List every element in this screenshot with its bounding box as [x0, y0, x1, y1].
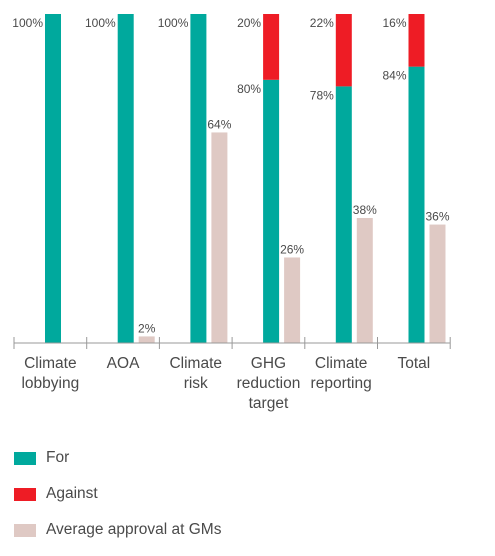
legend-swatch-average-approval	[14, 523, 36, 537]
x-tick-label-ghg-reduction-target-0: GHG	[251, 355, 286, 372]
x-tick-label-ghg-reduction-target-1: reduction	[237, 375, 301, 392]
legend-item-against: Against	[14, 484, 221, 504]
data-label-average-climate-risk: 64%	[207, 117, 231, 131]
data-label-for-total: 84%	[382, 69, 406, 83]
x-tick-label-climate-reporting-1: reporting	[311, 375, 372, 392]
bar-for-climate-reporting	[335, 86, 352, 343]
data-labels-layer: 100% 2% 100% 64% 100% 26% 80% 20% 38% 78% 22% 36% 84…	[12, 16, 450, 335]
x-tick-label-climate-lobbying-0: Climate	[24, 355, 77, 372]
legend-swatch-for	[14, 451, 36, 465]
x-tick-label-total-0: Total	[397, 355, 430, 372]
data-label-for-climate-lobbying: 100%	[12, 16, 43, 30]
legend-item-average-approval: Average approval at GMs	[14, 520, 221, 540]
bar-average-ghg-reduction-target	[284, 257, 301, 343]
data-label-for-ghg-reduction-target: 80%	[237, 82, 261, 96]
legend-label-for: For	[46, 449, 70, 466]
legend: For Against Average approval at GMs	[14, 448, 221, 556]
bar-average-total	[429, 224, 446, 343]
data-label-against-climate-reporting: 22%	[310, 16, 334, 30]
bar-for-ghg-reduction-target	[263, 79, 280, 344]
data-label-average-aoa: 2%	[138, 321, 156, 335]
bar-against-climate-reporting	[335, 14, 352, 87]
x-tick-label-climate-risk-1: risk	[184, 375, 208, 392]
bar-for-aoa	[117, 14, 134, 343]
bars-layer	[45, 14, 446, 344]
bar-against-ghg-reduction-target	[263, 14, 280, 80]
legend-label-average-approval: Average approval at GMs	[46, 521, 222, 538]
legend-swatch-against	[14, 487, 36, 501]
legend-item-for: For	[14, 448, 221, 468]
bar-for-total	[408, 66, 425, 343]
bar-against-total	[408, 14, 425, 67]
x-tick-label-climate-reporting-0: Climate	[315, 355, 368, 372]
x-tick-label-aoa-0: AOA	[107, 355, 140, 372]
bar-for-climate-risk	[190, 14, 207, 343]
bar-average-aoa	[138, 336, 155, 343]
legend-label-against: Against	[46, 485, 98, 502]
data-label-average-total: 36%	[425, 210, 449, 224]
x-tick-label-climate-lobbying-1: lobbying	[21, 375, 79, 392]
x-tick-label-climate-risk-0: Climate	[169, 355, 222, 372]
data-label-for-climate-reporting: 78%	[310, 88, 334, 102]
x-tick-label-ghg-reduction-target-2: target	[249, 395, 289, 412]
data-label-against-total: 16%	[382, 16, 406, 30]
bar-average-climate-reporting	[356, 217, 373, 343]
data-label-for-climate-risk: 100%	[158, 16, 189, 30]
x-axis: Climate lobbying AOA Climate risk GHG reductio…	[13, 337, 451, 412]
bar-chart: 100% 2% 100% 64% 100% 26% 80% 20% 38% 78% 22% 36% 84…	[12, 14, 451, 412]
bar-for-climate-lobbying	[45, 14, 61, 343]
data-label-against-ghg-reduction-target: 20%	[237, 16, 261, 30]
bar-average-climate-risk	[211, 132, 228, 343]
data-label-average-climate-reporting: 38%	[353, 203, 377, 217]
data-label-average-ghg-reduction-target: 26%	[280, 242, 304, 256]
data-label-for-aoa: 100%	[85, 16, 116, 30]
